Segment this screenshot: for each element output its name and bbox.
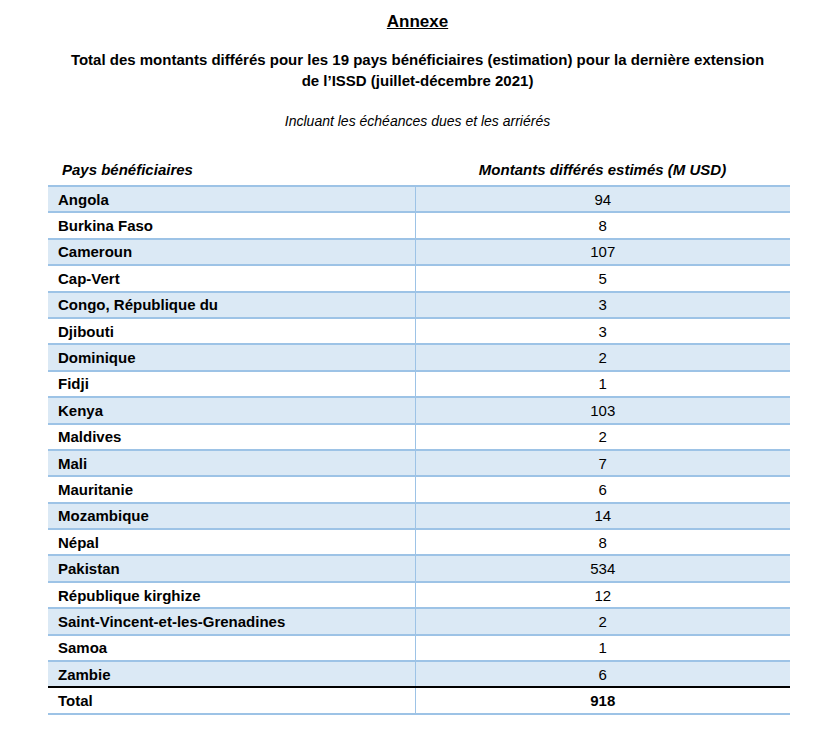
table-header-row: Pays bénéficiaires Montants différés est… [48, 153, 790, 186]
table-row: Maldives 2 [48, 424, 790, 450]
amount-cell: 1 [415, 635, 790, 661]
amount-cell: 8 [415, 529, 790, 555]
country-cell: Mozambique [48, 503, 415, 529]
country-cell: République kirghize [48, 582, 415, 608]
table-row: Djibouti 3 [48, 318, 790, 344]
country-cell: Saint-Vincent-et-les-Grenadines [48, 608, 415, 634]
country-cell: Angola [48, 186, 415, 212]
country-cell: Pakistan [48, 555, 415, 581]
country-cell: Kenya [48, 397, 415, 423]
table-row: Saint-Vincent-et-les-Grenadines 2 [48, 608, 790, 634]
heading-line-1: Total des montants différés pour les 19 … [0, 49, 835, 70]
amount-cell: 534 [415, 555, 790, 581]
amount-cell: 2 [415, 608, 790, 634]
amount-cell: 103 [415, 397, 790, 423]
amount-cell: 6 [415, 476, 790, 502]
amount-cell: 5 [415, 265, 790, 291]
country-cell: Népal [48, 529, 415, 555]
table-row: Zambie 6 [48, 661, 790, 687]
table-row: Congo, République du 3 [48, 292, 790, 318]
amount-cell: 7 [415, 450, 790, 476]
table-row: Mozambique 14 [48, 503, 790, 529]
country-cell: Samoa [48, 635, 415, 661]
country-cell: Cap-Vert [48, 265, 415, 291]
total-label: Total [48, 687, 415, 714]
table-row: Dominique 2 [48, 344, 790, 370]
page-title: Annexe [0, 0, 835, 32]
table-row: Samoa 1 [48, 635, 790, 661]
amount-cell: 12 [415, 582, 790, 608]
country-cell: Maldives [48, 424, 415, 450]
country-cell: Fidji [48, 371, 415, 397]
document-subtitle: Incluant les échéances dues et les arrié… [0, 112, 835, 130]
table-row: Népal 8 [48, 529, 790, 555]
amount-cell: 1 [415, 371, 790, 397]
amount-cell: 3 [415, 292, 790, 318]
country-cell: Congo, République du [48, 292, 415, 318]
table-row: Kenya 103 [48, 397, 790, 423]
table-row: Fidji 1 [48, 371, 790, 397]
table-row: République kirghize 12 [48, 582, 790, 608]
amount-cell: 94 [415, 186, 790, 212]
country-cell: Mauritanie [48, 476, 415, 502]
table-row: Cameroun 107 [48, 239, 790, 265]
table-row: Burkina Faso 8 [48, 212, 790, 238]
amount-cell: 3 [415, 318, 790, 344]
total-row: Total 918 [48, 687, 790, 714]
document-page: Annexe Total des montants différés pour … [0, 0, 835, 756]
deferred-amounts-table: Pays bénéficiaires Montants différés est… [48, 153, 790, 715]
amount-cell: 6 [415, 661, 790, 687]
amount-cell: 107 [415, 239, 790, 265]
country-cell: Djibouti [48, 318, 415, 344]
amount-cell: 2 [415, 424, 790, 450]
table-row: Cap-Vert 5 [48, 265, 790, 291]
country-cell: Cameroun [48, 239, 415, 265]
table-row: Angola 94 [48, 186, 790, 212]
country-cell: Zambie [48, 661, 415, 687]
country-cell: Burkina Faso [48, 212, 415, 238]
heading-line-2: de l’ISSD (juillet-décembre 2021) [0, 70, 835, 91]
total-amount: 918 [415, 687, 790, 714]
document-heading: Total des montants différés pour les 19 … [0, 49, 835, 91]
amount-cell: 8 [415, 212, 790, 238]
country-cell: Dominique [48, 344, 415, 370]
table-row: Pakistan 534 [48, 555, 790, 581]
country-cell: Mali [48, 450, 415, 476]
table-row: Mauritanie 6 [48, 476, 790, 502]
table-row: Mali 7 [48, 450, 790, 476]
amount-cell: 2 [415, 344, 790, 370]
amount-cell: 14 [415, 503, 790, 529]
column-header-amount: Montants différés estimés (M USD) [415, 153, 790, 186]
column-header-country: Pays bénéficiaires [48, 153, 415, 186]
